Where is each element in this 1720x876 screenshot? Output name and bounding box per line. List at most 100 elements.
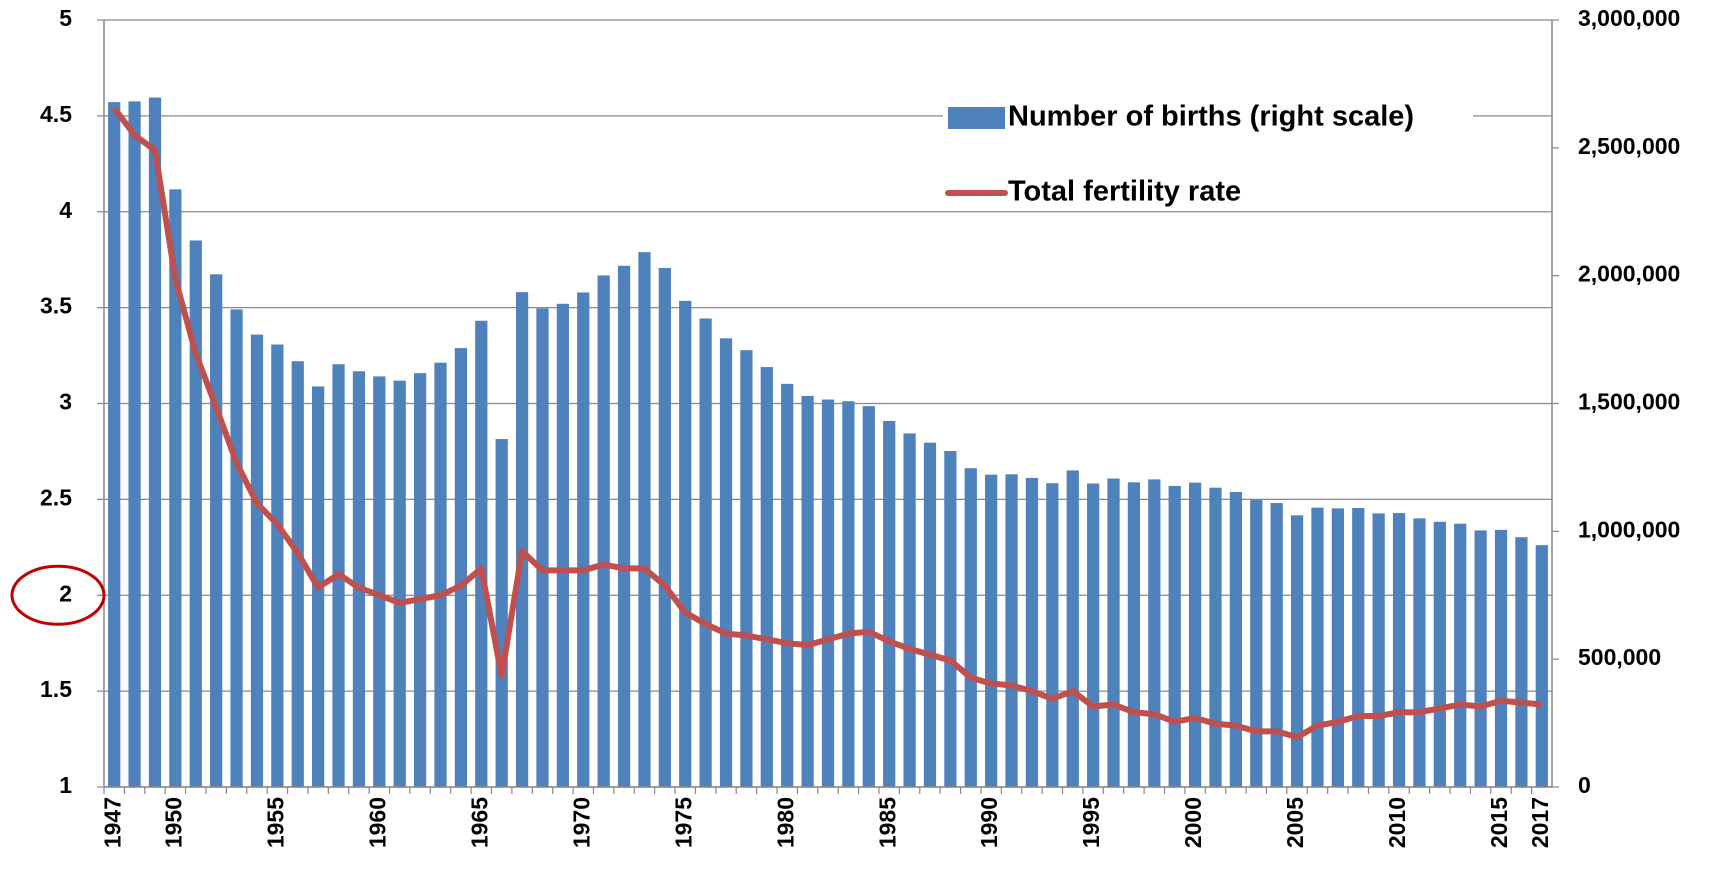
x-tick-label: 1990	[976, 797, 1002, 848]
bar	[1413, 518, 1426, 787]
bar	[760, 367, 773, 787]
bar	[1454, 523, 1467, 787]
x-tick-label: 1985	[874, 797, 900, 848]
bar	[577, 292, 590, 787]
bar	[210, 274, 223, 787]
x-tick-label: 2017	[1527, 797, 1553, 848]
y-tick-label: 2	[59, 580, 72, 606]
y2-tick-label: 1,500,000	[1578, 389, 1680, 415]
bar	[1168, 485, 1181, 787]
x-tick-label: 1995	[1078, 797, 1104, 848]
bar	[1392, 513, 1406, 787]
bar	[781, 383, 794, 787]
y2-tick-label: 2,500,000	[1578, 133, 1680, 159]
bar	[454, 348, 468, 787]
bar	[1494, 529, 1508, 787]
bar	[1331, 508, 1344, 787]
y2-tick-label: 500,000	[1578, 644, 1661, 670]
bar	[1372, 513, 1385, 787]
bar	[923, 442, 937, 787]
x-tick-label: 1965	[466, 797, 492, 848]
bar	[128, 101, 141, 787]
legend-box	[943, 93, 1473, 208]
bar	[964, 468, 977, 787]
x-tick-label: 1960	[364, 797, 390, 848]
x-tick-label: 2000	[1180, 797, 1206, 848]
bar	[883, 420, 896, 787]
bar	[1148, 479, 1161, 787]
bar	[658, 267, 671, 787]
bar	[515, 292, 529, 787]
bar	[1025, 477, 1039, 787]
x-tick-label: 1970	[568, 797, 594, 848]
bar	[291, 361, 304, 787]
x-tick-label: 1980	[772, 797, 798, 848]
bar	[1474, 530, 1487, 787]
bar	[1352, 508, 1365, 787]
bar	[495, 439, 508, 787]
bar	[1066, 470, 1079, 787]
bar	[597, 275, 610, 787]
bar	[1535, 545, 1548, 787]
bar	[1127, 482, 1141, 787]
bar	[903, 433, 916, 787]
bar	[1515, 537, 1528, 787]
y-tick-label: 2.5	[40, 484, 72, 510]
x-tick-label: 1975	[670, 797, 696, 848]
bar	[1229, 491, 1243, 787]
bar	[271, 344, 284, 787]
y-tick-label: 5	[59, 5, 72, 31]
y2-tick-label: 3,000,000	[1578, 5, 1680, 31]
bar	[862, 406, 875, 787]
bar	[801, 395, 814, 787]
bar	[944, 451, 957, 787]
bar	[842, 401, 855, 787]
bar	[393, 380, 406, 787]
bar	[699, 318, 712, 787]
y-tick-label: 3.5	[40, 293, 72, 319]
bar	[169, 189, 182, 787]
highlight-circle	[10, 564, 106, 626]
bar	[230, 309, 243, 787]
bar	[617, 265, 631, 787]
bar	[1005, 474, 1018, 787]
x-tick-label: 2015	[1486, 797, 1512, 848]
y-tick-label: 1.5	[40, 676, 72, 702]
bar	[821, 399, 835, 787]
bar	[719, 338, 733, 787]
bar	[638, 252, 651, 788]
bar	[556, 303, 569, 787]
x-tick-label: 1950	[160, 797, 186, 848]
bar	[373, 376, 386, 787]
bar	[1433, 521, 1446, 787]
y-tick-label: 3	[59, 389, 72, 415]
bar	[1290, 515, 1304, 787]
x-tick-label: 1947	[99, 797, 125, 848]
bar	[1046, 483, 1059, 787]
legend-label: Total fertility rate	[1008, 176, 1241, 208]
bar	[1311, 507, 1324, 787]
y-tick-label: 1	[59, 772, 72, 798]
bar	[108, 102, 121, 787]
bar	[189, 240, 202, 787]
legend-swatch	[948, 107, 1005, 129]
y-tick-label: 4	[59, 197, 72, 223]
bar	[1087, 483, 1100, 787]
x-tick-label: 1955	[262, 797, 288, 848]
line	[111, 106, 1543, 741]
bar	[475, 320, 488, 787]
bar	[434, 362, 447, 787]
bar	[536, 308, 549, 787]
y-tick-label: 4.5	[40, 101, 72, 127]
bar	[148, 97, 162, 787]
y2-tick-label: 1,000,000	[1578, 516, 1680, 542]
y2-tick-label: 0	[1578, 772, 1591, 798]
x-tick-label: 2010	[1384, 797, 1410, 848]
bar	[250, 334, 264, 787]
x-tick-label: 2005	[1282, 797, 1308, 848]
legend-label: Number of births (right scale)	[1008, 101, 1414, 133]
bar	[985, 474, 998, 787]
bar	[1250, 499, 1263, 787]
bar	[740, 350, 753, 787]
